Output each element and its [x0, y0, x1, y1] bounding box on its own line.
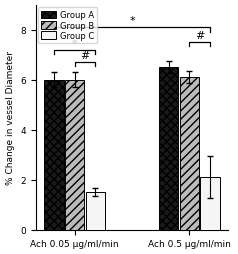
Legend: Group A, Group B, Group C: Group A, Group B, Group C — [38, 8, 97, 44]
Text: *: * — [129, 16, 135, 26]
Text: #: # — [195, 31, 204, 41]
Bar — [159, 68, 178, 230]
Y-axis label: % Change in vessel Diameter: % Change in vessel Diameter — [5, 51, 15, 184]
Bar — [65, 80, 84, 230]
Bar — [44, 80, 64, 230]
Text: #: # — [80, 51, 90, 61]
Bar — [86, 193, 105, 230]
Text: *: * — [72, 38, 78, 49]
Bar — [200, 178, 220, 230]
Bar — [179, 78, 199, 230]
